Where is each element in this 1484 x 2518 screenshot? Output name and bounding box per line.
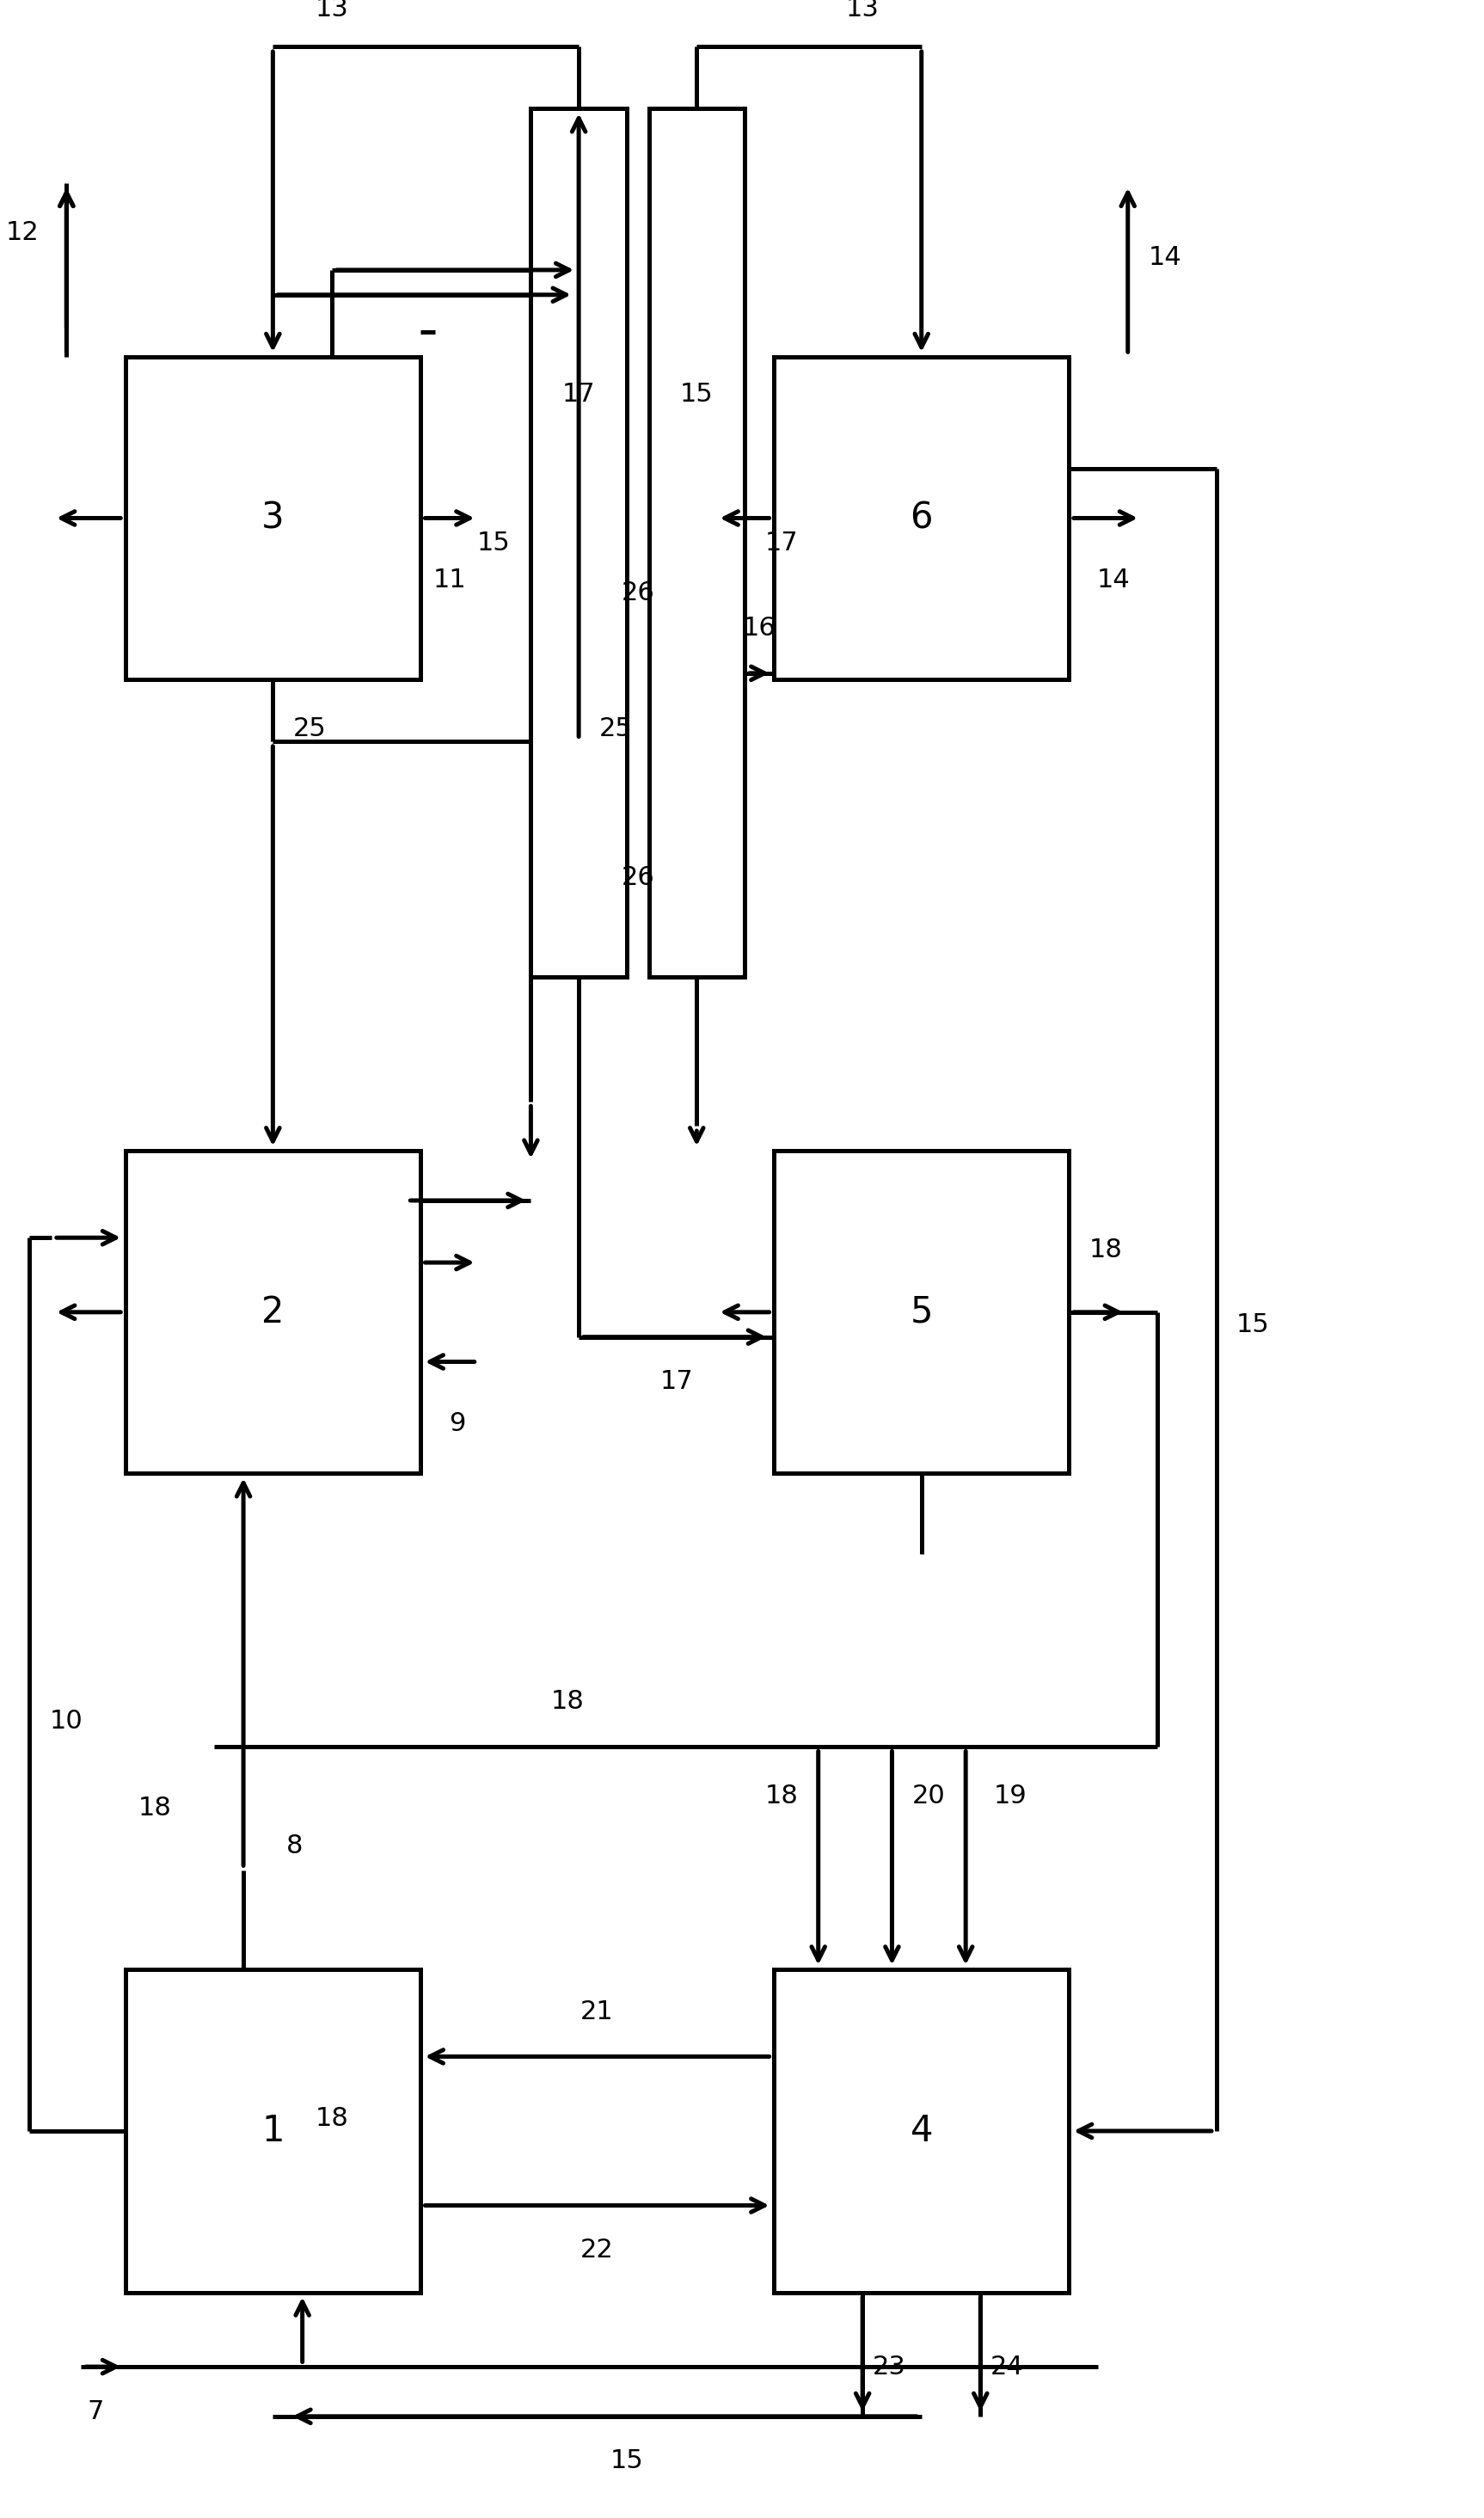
Text: 23: 23 — [873, 2354, 905, 2380]
Text: 2: 2 — [261, 1294, 285, 1330]
Text: 4: 4 — [910, 2113, 933, 2148]
Text: 5: 5 — [910, 1294, 933, 1330]
Text: 14: 14 — [1097, 567, 1129, 592]
Bar — [775, 1969, 1068, 2291]
Text: 24: 24 — [990, 2354, 1024, 2380]
Text: 18: 18 — [315, 2105, 349, 2130]
Text: 16: 16 — [742, 617, 776, 642]
Bar — [775, 358, 1068, 680]
Text: 10: 10 — [50, 1710, 83, 1735]
Text: 8: 8 — [286, 1833, 303, 1858]
Text: 17: 17 — [764, 531, 798, 556]
Text: 9: 9 — [448, 1413, 466, 1435]
Text: 1: 1 — [261, 2113, 285, 2148]
Text: 20: 20 — [913, 1783, 945, 1808]
Text: 14: 14 — [1149, 244, 1181, 269]
Text: 19: 19 — [993, 1783, 1027, 1808]
Text: 11: 11 — [433, 567, 466, 592]
Bar — [649, 108, 745, 977]
Text: 26: 26 — [620, 866, 654, 891]
Text: 17: 17 — [562, 383, 595, 405]
Text: 12: 12 — [6, 219, 39, 244]
Bar — [126, 1151, 420, 1473]
Text: 22: 22 — [580, 2239, 614, 2264]
Text: 18: 18 — [551, 1690, 585, 1715]
Text: 21: 21 — [580, 1999, 614, 2024]
Text: 3: 3 — [261, 501, 285, 536]
Text: 18: 18 — [138, 1795, 172, 1821]
Bar — [126, 1969, 420, 2291]
Text: 15: 15 — [610, 2447, 643, 2473]
Text: 7: 7 — [88, 2400, 104, 2425]
Bar — [531, 108, 626, 977]
Text: 17: 17 — [660, 1370, 693, 1395]
Text: 13: 13 — [846, 0, 879, 23]
Text: 25: 25 — [292, 718, 326, 740]
Text: 25: 25 — [600, 718, 632, 740]
Text: 15: 15 — [680, 383, 714, 405]
Text: 13: 13 — [315, 0, 349, 23]
Text: 26: 26 — [620, 579, 654, 604]
Text: 18: 18 — [1089, 1239, 1122, 1262]
Bar — [126, 358, 420, 680]
Text: 18: 18 — [764, 1783, 798, 1808]
Text: 15: 15 — [1236, 1312, 1270, 1337]
Text: 6: 6 — [910, 501, 933, 536]
Bar — [775, 1151, 1068, 1473]
Text: 15: 15 — [478, 531, 510, 556]
